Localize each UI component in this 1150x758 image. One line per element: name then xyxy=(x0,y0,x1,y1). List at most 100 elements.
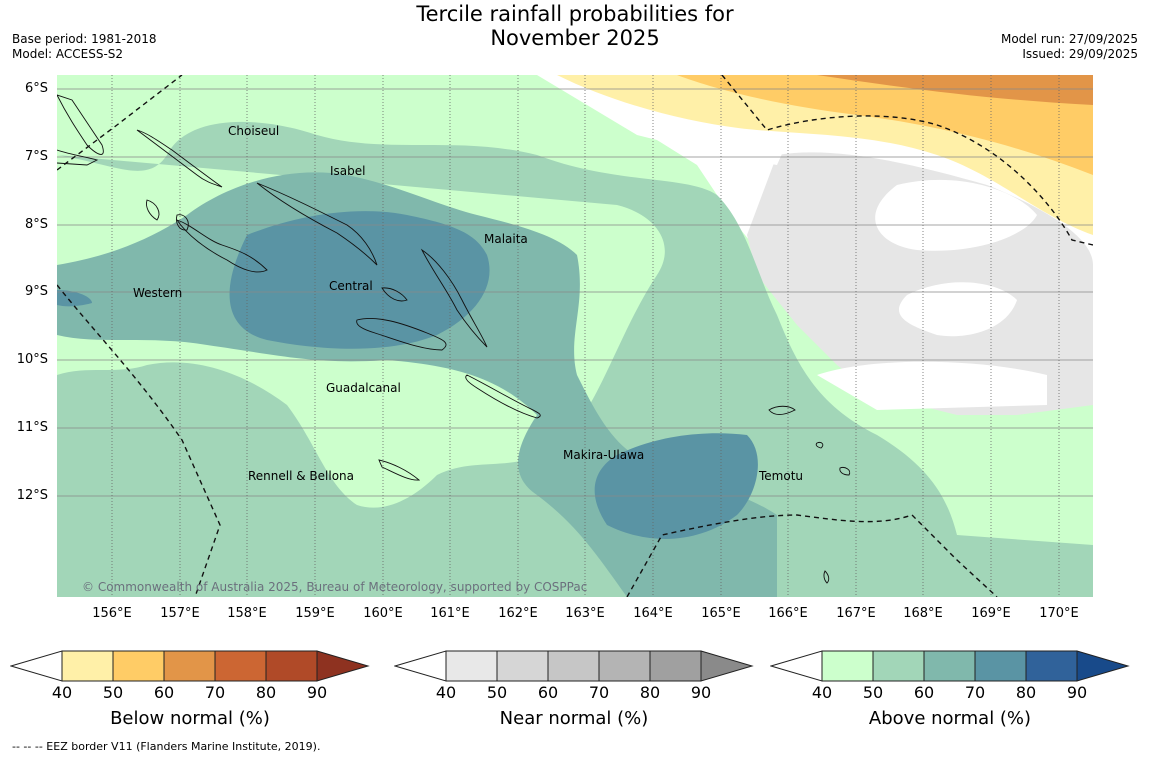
near-tick-90: 90 xyxy=(690,683,712,702)
lon-tick-160e: 160°E xyxy=(363,606,403,621)
region-label-central: Central xyxy=(329,279,373,293)
ranongga-coast xyxy=(176,214,189,231)
above-colorbar-over-arrow xyxy=(1076,650,1130,682)
near-tick-70: 70 xyxy=(588,683,610,702)
lon-tick-169e: 169°E xyxy=(971,606,1011,621)
lat-tick-10s: 10°S xyxy=(16,352,48,367)
lon-tick-156e: 156°E xyxy=(92,606,132,621)
lon-tick-170e: 170°E xyxy=(1039,606,1079,621)
bougainville-coast xyxy=(57,94,104,166)
region-label-temotu: Temotu xyxy=(759,469,804,483)
map-title: Tercile rainfall probabilities for Novem… xyxy=(0,2,1150,50)
above-50-zone xyxy=(57,121,1093,597)
near-colorbar-bin-50-60 xyxy=(496,650,549,682)
above-colorbar-bin-60-70 xyxy=(923,650,976,682)
lon-tick-164e: 164°E xyxy=(633,606,673,621)
makira-coast xyxy=(465,374,541,419)
lon-tick-157e: 157°E xyxy=(160,606,200,621)
choiseul-coast xyxy=(136,129,223,188)
florida-islands-coast xyxy=(381,287,408,302)
region-label-guadalcanal: Guadalcanal xyxy=(326,381,401,395)
below-colorbar-bin-70-80 xyxy=(214,650,267,682)
region-label-makira-ulawa: Makira-Ulawa xyxy=(563,448,645,462)
above-tick-40: 40 xyxy=(811,683,833,702)
above-colorbar-bin-70-80 xyxy=(974,650,1027,682)
below-colorbar-bin-40-50 xyxy=(61,650,114,682)
above-70-zone xyxy=(229,211,758,539)
below-tick-60: 60 xyxy=(153,683,175,702)
region-label-choiseul: Choiseul xyxy=(228,124,280,138)
below-50-zone xyxy=(677,75,1093,175)
rennell-coast xyxy=(378,459,421,481)
title-line-2: November 2025 xyxy=(490,26,660,50)
above-colorbar-bin-50-60 xyxy=(872,650,925,682)
lon-tick-168e: 168°E xyxy=(903,606,943,621)
below-colorbar-bin-50-60 xyxy=(112,650,165,682)
vanikoro-coast xyxy=(839,467,851,476)
near-colorbar-bin-80-90 xyxy=(649,650,702,682)
near-tick-80: 80 xyxy=(639,683,661,702)
isabel-coast xyxy=(256,182,378,266)
above-normal-colorbar xyxy=(770,650,1130,682)
below-60-zone xyxy=(817,75,1093,105)
lat-tick-12s: 12°S xyxy=(16,488,48,503)
lon-tick-163e: 163°E xyxy=(565,606,605,621)
torres-coast xyxy=(823,570,830,584)
region-label-rennell-bellona: Rennell & Bellona xyxy=(248,469,355,483)
above-tick-60: 60 xyxy=(913,683,935,702)
below-tick-70: 70 xyxy=(204,683,226,702)
title-line-1: Tercile rainfall probabilities for xyxy=(416,2,734,26)
near-colorbar-bin-70-80 xyxy=(598,650,651,682)
lat-tick-9s: 9°S xyxy=(24,284,48,299)
near-colorbar-over-arrow xyxy=(700,650,754,682)
issued-date: Issued: 29/09/2025 xyxy=(1022,47,1138,61)
above-tick-80: 80 xyxy=(1015,683,1037,702)
lat-tick-8s: 8°S xyxy=(24,217,48,232)
region-label-malaita: Malaita xyxy=(484,232,528,246)
above-tick-70: 70 xyxy=(964,683,986,702)
below-tick-80: 80 xyxy=(255,683,277,702)
near-normal-colorbar xyxy=(394,650,754,682)
near-normal-label: Near normal (%) xyxy=(499,708,649,729)
below-normal-colorbar xyxy=(10,650,370,682)
malaita-coast xyxy=(420,248,488,348)
above-colorbar-bin-40-50 xyxy=(821,650,874,682)
lat-tick-7s: 7°S xyxy=(24,149,48,164)
near-colorbar-bin-40-50 xyxy=(445,650,498,682)
above-normal-label: Above normal (%) xyxy=(868,708,1032,729)
ndeni-coast xyxy=(768,405,796,415)
eez-border-north xyxy=(721,75,1093,246)
lat-tick-11s: 11°S xyxy=(16,420,48,435)
lon-tick-167e: 167°E xyxy=(836,606,876,621)
eez-border-sw xyxy=(57,284,221,597)
graticule xyxy=(57,88,1093,497)
guadalcanal-coast xyxy=(356,318,447,351)
above-70-patch-west xyxy=(57,290,92,307)
above-tick-50: 50 xyxy=(862,683,884,702)
utupua-coast xyxy=(815,442,824,449)
below-tick-50: 50 xyxy=(102,683,124,702)
near-tick-50: 50 xyxy=(486,683,508,702)
region-label-isabel: Isabel xyxy=(330,164,366,178)
lon-tick-159e: 159°E xyxy=(295,606,335,621)
coastlines xyxy=(57,94,851,584)
lon-tick-166e: 166°E xyxy=(768,606,808,621)
below-colorbar-over-arrow xyxy=(316,650,370,682)
meta-left: Base period: 1981-2018 Model: ACCESS-S2 xyxy=(12,32,157,62)
meta-right: Model run: 27/09/2025 Issued: 29/09/2025 xyxy=(1001,32,1138,62)
lat-tick-6s: 6°S xyxy=(24,81,48,96)
near-colorbar-bin-60-70 xyxy=(547,650,600,682)
below-colorbar-under-arrow xyxy=(10,650,63,682)
above-tick-90: 90 xyxy=(1066,683,1088,702)
eez-border-south xyxy=(626,514,998,597)
below-colorbar-bin-80-90 xyxy=(265,650,318,682)
near-colorbar-under-arrow xyxy=(394,650,447,682)
copyright-notice: © Commonwealth of Australia 2025, Bureau… xyxy=(82,580,588,594)
no-signal-zone-east xyxy=(817,179,1047,410)
above-colorbar-under-arrow xyxy=(770,650,823,682)
lon-tick-161e: 161°E xyxy=(430,606,470,621)
near-tick-60: 60 xyxy=(537,683,559,702)
base-period: Base period: 1981-2018 xyxy=(12,32,157,46)
below-colorbar-bin-60-70 xyxy=(163,650,216,682)
new-georgia-coast xyxy=(175,219,268,273)
